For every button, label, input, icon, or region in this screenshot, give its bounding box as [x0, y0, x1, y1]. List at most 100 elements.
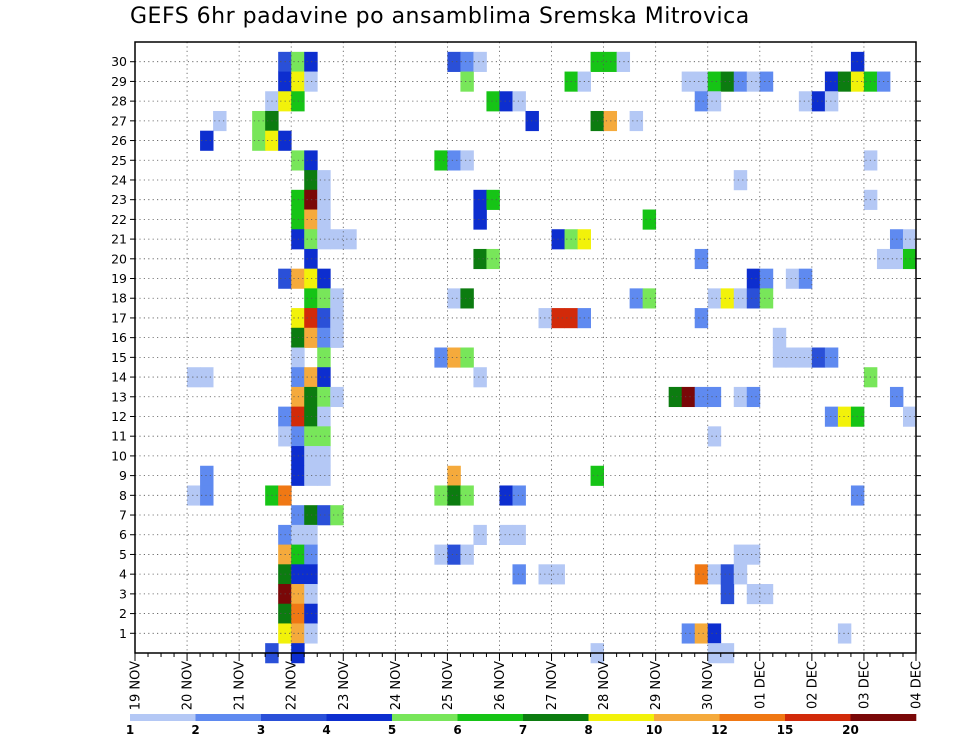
heatmap-cell — [759, 268, 774, 289]
x-tick-label: 25 NOV — [441, 661, 456, 710]
y-tick-label: 2 — [119, 606, 127, 621]
x-tick-label: 01 DEC — [753, 661, 768, 709]
colorbar-label: 5 — [388, 723, 396, 737]
heatmap-cell — [746, 268, 761, 289]
heatmap-cell — [330, 229, 344, 250]
y-tick-label: 8 — [119, 488, 127, 503]
heatmap-cell — [317, 505, 331, 526]
heatmap-cell — [434, 544, 448, 565]
heatmap-cell — [304, 229, 318, 250]
colorbar-segment — [261, 714, 327, 721]
heatmap-cell — [304, 209, 318, 230]
heatmap-cell — [317, 209, 331, 230]
heatmap-cell — [200, 465, 214, 486]
heatmap-cell — [213, 110, 227, 132]
y-tick-label: 11 — [111, 429, 127, 444]
colorbar-segment — [130, 714, 196, 721]
heatmap-cell — [330, 327, 344, 348]
colorbar-label: 15 — [777, 723, 794, 737]
heatmap-cell — [460, 485, 474, 506]
x-tick-label: 23 NOV — [337, 661, 352, 710]
heatmap-cell — [694, 308, 709, 329]
heatmap-cell — [304, 446, 318, 467]
colorbar-segment — [392, 714, 458, 721]
heatmap-cell — [499, 91, 513, 112]
heatmap-cell — [694, 564, 709, 585]
colorbar-label: 7 — [519, 723, 527, 737]
heatmap-cell — [304, 327, 318, 348]
x-tick-label: 22 NOV — [285, 661, 300, 710]
heatmap-cell — [473, 524, 487, 545]
plot-frame — [134, 41, 917, 654]
heatmap-cell — [317, 386, 331, 408]
colorbar-segment — [326, 714, 393, 721]
heatmap-cell — [798, 268, 813, 289]
heatmap-cell — [460, 544, 474, 565]
colorbar-label: 3 — [257, 723, 265, 737]
x-tick-label: 02 DEC — [805, 661, 820, 709]
heatmap-cell — [707, 91, 722, 112]
heatmap-cell — [681, 386, 696, 408]
heatmap-cell — [460, 347, 474, 368]
heatmap-cell — [837, 406, 852, 427]
heatmap-cell — [447, 465, 461, 486]
heatmap-cell — [798, 91, 813, 112]
heatmap-cell — [733, 544, 748, 565]
heatmap-cell — [434, 347, 448, 368]
y-tick-label: 1 — [119, 626, 127, 641]
heatmap-cell — [200, 367, 214, 388]
x-axis: 19 NOV 20 NOV 21 NOV 22 NOV 23 NOV 24 NOV 25 N… — [129, 653, 925, 710]
colorbar-label: 8 — [584, 723, 592, 737]
colorbar-segment — [195, 714, 262, 721]
heatmap-cell — [317, 229, 331, 250]
heatmap-cell — [317, 465, 331, 486]
heatmap-cell — [694, 71, 709, 92]
y-tick-label: 29 — [111, 74, 127, 89]
heatmap-cell — [317, 426, 331, 447]
heatmap-cell — [746, 544, 761, 565]
heatmap-cell — [304, 367, 318, 388]
heatmap-cell — [499, 485, 513, 506]
heatmap-cell — [486, 91, 500, 112]
heatmap-cell — [447, 150, 461, 171]
x-tick-label: 24 NOV — [389, 661, 404, 710]
grid-layer — [135, 42, 916, 653]
heatmap-cell — [473, 209, 487, 230]
y-tick-label: 22 — [111, 212, 127, 227]
heatmap-cell — [434, 150, 448, 171]
heatmap-cell — [473, 367, 487, 388]
heatmap-cell — [304, 564, 318, 585]
heatmap-cell — [460, 288, 474, 309]
heatmap-cell — [434, 485, 448, 506]
heatmap-cell — [811, 347, 826, 368]
heatmap-cell — [304, 71, 318, 92]
heatmap-cell — [707, 288, 722, 309]
colorbar-label: 6 — [453, 723, 461, 737]
heatmap-cell — [772, 347, 787, 368]
y-tick-label: 6 — [119, 527, 127, 542]
heatmap-cell — [486, 248, 500, 270]
heatmap-cell — [785, 347, 800, 368]
heatmap-cell — [486, 189, 500, 210]
heatmap-cell — [720, 564, 735, 585]
colorbar-segment — [523, 714, 589, 721]
heatmap-cell — [759, 584, 774, 605]
y-tick-label: 24 — [111, 172, 127, 187]
heatmap-cell — [733, 170, 748, 191]
y-tick-label: 3 — [119, 586, 127, 601]
heatmap-cell — [512, 91, 526, 112]
heatmap-cell — [460, 71, 474, 92]
colorbar-segment — [785, 714, 851, 721]
heatmap-cell — [759, 288, 774, 309]
heatmap-cell — [733, 386, 748, 408]
heatmap-cell — [824, 347, 839, 368]
heatmap-cell — [304, 189, 318, 210]
y-tick-label: 10 — [111, 448, 127, 463]
heatmap-cell — [694, 248, 709, 270]
heatmap-cell — [304, 544, 318, 565]
heatmap-cell — [200, 130, 214, 151]
heatmap-cell — [304, 406, 318, 427]
x-tick-label: 03 DEC — [857, 661, 872, 709]
heatmap-cell — [447, 485, 461, 506]
x-tick-label: 30 NOV — [701, 661, 716, 710]
